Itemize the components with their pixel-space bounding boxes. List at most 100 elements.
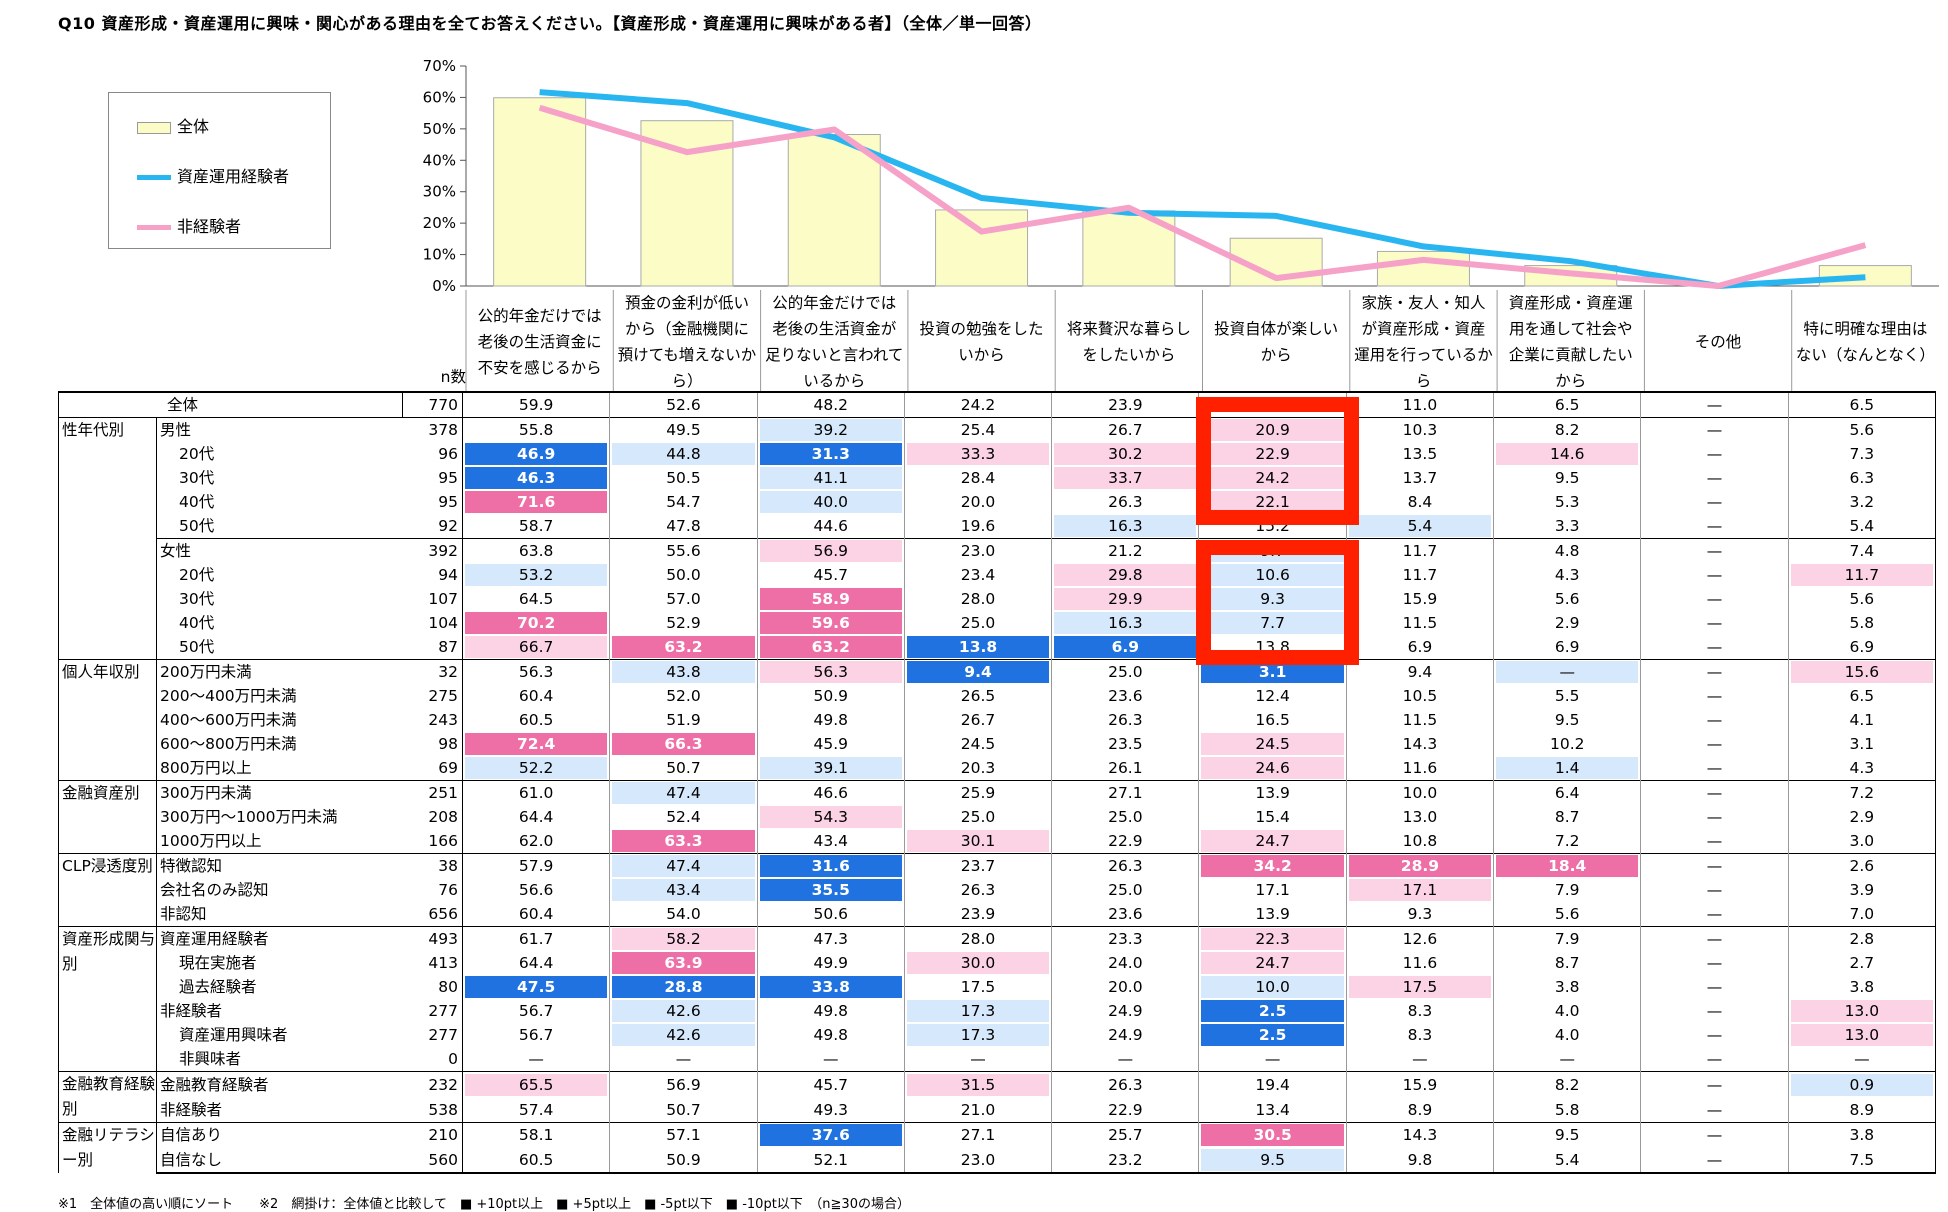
table-row: 女性 392 63.8 55.6 56.9 23.0 21.2 9.7 11.7 4.8—7.4 [59,538,1936,563]
row-label: 非認知 [160,905,207,923]
table-cell: 24.5 [904,732,1053,756]
table-cell: 25.9 [904,780,1053,805]
table-cell: 2.5 [1198,1023,1347,1047]
table-cell: 5.4 [1788,514,1936,539]
table-cell: — [1640,514,1789,539]
table-cell: — [1640,1047,1789,1072]
table-cell: 3.8 [1788,975,1936,999]
table-cell: 10.8 [1346,829,1495,854]
row-label: 過去経験者 [179,978,257,996]
table-cell: 3.8 [1493,975,1642,999]
table-cell: 2.7 [1788,951,1936,975]
y-tick-label: 10% [423,246,456,264]
highlight-box [1196,397,1359,525]
column-header: 資産形成・資産運 用を通して社会や 企業に貢献したい から [1508,294,1633,390]
legend-label-experienced: 資産運用経験者 [177,167,290,186]
table-cell: 60.5 [462,708,611,732]
table-cell: 34.2 [1198,853,1347,878]
table-cell: 29.8 [1051,563,1200,587]
table-cell: — [1640,442,1789,466]
legend-item-inexperienced: 非経験者 [137,213,241,237]
footnote: ※1 全体値の高い順にソート ※2 網掛け：全体値と比較して ■ +10pt以上… [58,1197,910,1212]
table-cell: 22.9 [1198,442,1347,466]
table-cell: 6.5 [1788,684,1936,708]
table-cell: 26.7 [904,708,1053,732]
table-cell: 10.5 [1346,684,1495,708]
table-cell: 44.8 [609,442,758,466]
row-n: 208 [402,805,463,829]
table-cell: — [1640,805,1789,829]
table-cell: 26.3 [1051,490,1200,514]
table-cell: 41.1 [757,466,905,490]
table-cell: 3.2 [1788,490,1936,514]
row-label: 資産運用経験者 [156,926,403,951]
table-cell: 57.1 [609,1122,758,1148]
table-cell: 5.5 [1493,684,1642,708]
row-n: 38 [402,853,463,878]
table-cell: 24.6 [1198,756,1347,781]
table-cell: 21.0 [904,1097,1053,1123]
group-label: CLP浸透度別 [58,853,157,927]
table-cell: 39.2 [757,417,905,442]
row-label: 800万円以上 [160,759,252,777]
table-cell: 9.5 [1493,708,1642,732]
table-cell: 56.9 [757,538,905,563]
table-cell: 22.9 [1051,1097,1200,1123]
column-header: 将来贅沢な暮らし をしたいから [1066,320,1191,364]
table-cell: — [1640,756,1789,781]
table-cell: 52.2 [462,756,611,781]
row-label: 会社名のみ認知 [160,881,269,899]
table-cell: 47.4 [609,853,758,878]
row-label: 金融教育経験者 [156,1071,403,1097]
table-cell: 2.8 [1788,926,1936,951]
table-cell: 49.8 [757,708,905,732]
table-cell: 64.4 [462,951,611,975]
table-cell: — [1640,975,1789,999]
table-cell: — [1640,926,1789,951]
table-cell: 21.2 [1051,538,1200,563]
table-cell: 9.3 [1198,587,1347,611]
table-cell: 64.4 [462,805,611,829]
table-cell: 56.3 [757,659,905,684]
row-label: 1000万円以上 [160,832,262,850]
table-cell: 14.3 [1346,732,1495,756]
table-row: 1000万円以上 166 62.0 63.3 43.4 30.1 22.9 24.7 10.8 7… [59,829,1936,854]
table-cell: 7.3 [1788,442,1936,466]
row-n: 210 [402,1122,463,1148]
table-cell: — [1640,1097,1789,1123]
row-n: 560 [402,1147,463,1174]
table-row: 非認知 656 60.4 54.0 50.6 23.9 23.6 13.9 9.3 5.6—7.0 [59,902,1936,927]
table-cell: 27.1 [1051,780,1200,805]
table-cell: 9.4 [1346,659,1495,684]
row-label: 50代 [179,638,215,656]
table-cell: 20.9 [1198,417,1347,442]
table-cell: 24.2 [904,391,1053,418]
table-cell: — [1640,466,1789,490]
table-cell: 7.4 [1788,538,1936,563]
table-cell: 52.4 [609,805,758,829]
table-cell: 9.8 [1346,1147,1495,1174]
table-cell: 8.7 [1493,951,1642,975]
table-cell: 56.9 [609,1071,758,1097]
table-row: CLP浸透度別 特徴認知 38 57.9 47.4 31.6 23.7 26.3 34.2 28.… [58,853,1936,927]
table-cell: 7.0 [1788,902,1936,927]
bar-6 [1376,250,1470,287]
table-cell: 30.0 [904,951,1053,975]
table-cell: — [1640,902,1789,927]
table-row: 300万円〜1000万円未満 208 64.4 52.4 54.3 25.0 25.0 15.… [59,805,1936,829]
table-cell: 9.5 [1493,466,1642,490]
table-cell: 17.5 [904,975,1053,999]
table-cell: 45.9 [757,732,905,756]
y-tick-label: 50% [423,120,456,138]
table-cell: — [1640,853,1789,878]
table-cell: 23.7 [904,853,1053,878]
table-cell: 43.8 [609,659,758,684]
table-cell: 5.6 [1493,587,1642,611]
group-label: 金融リテラシー別 [58,1122,157,1173]
table-cell: 11.5 [1346,708,1495,732]
table-cell: 45.7 [757,1071,905,1097]
legend-item-experienced: 資産運用経験者 [137,163,289,187]
table-cell: 70.2 [462,611,611,635]
table-cell: — [1198,1047,1347,1072]
table-cell: 39.1 [757,756,905,781]
